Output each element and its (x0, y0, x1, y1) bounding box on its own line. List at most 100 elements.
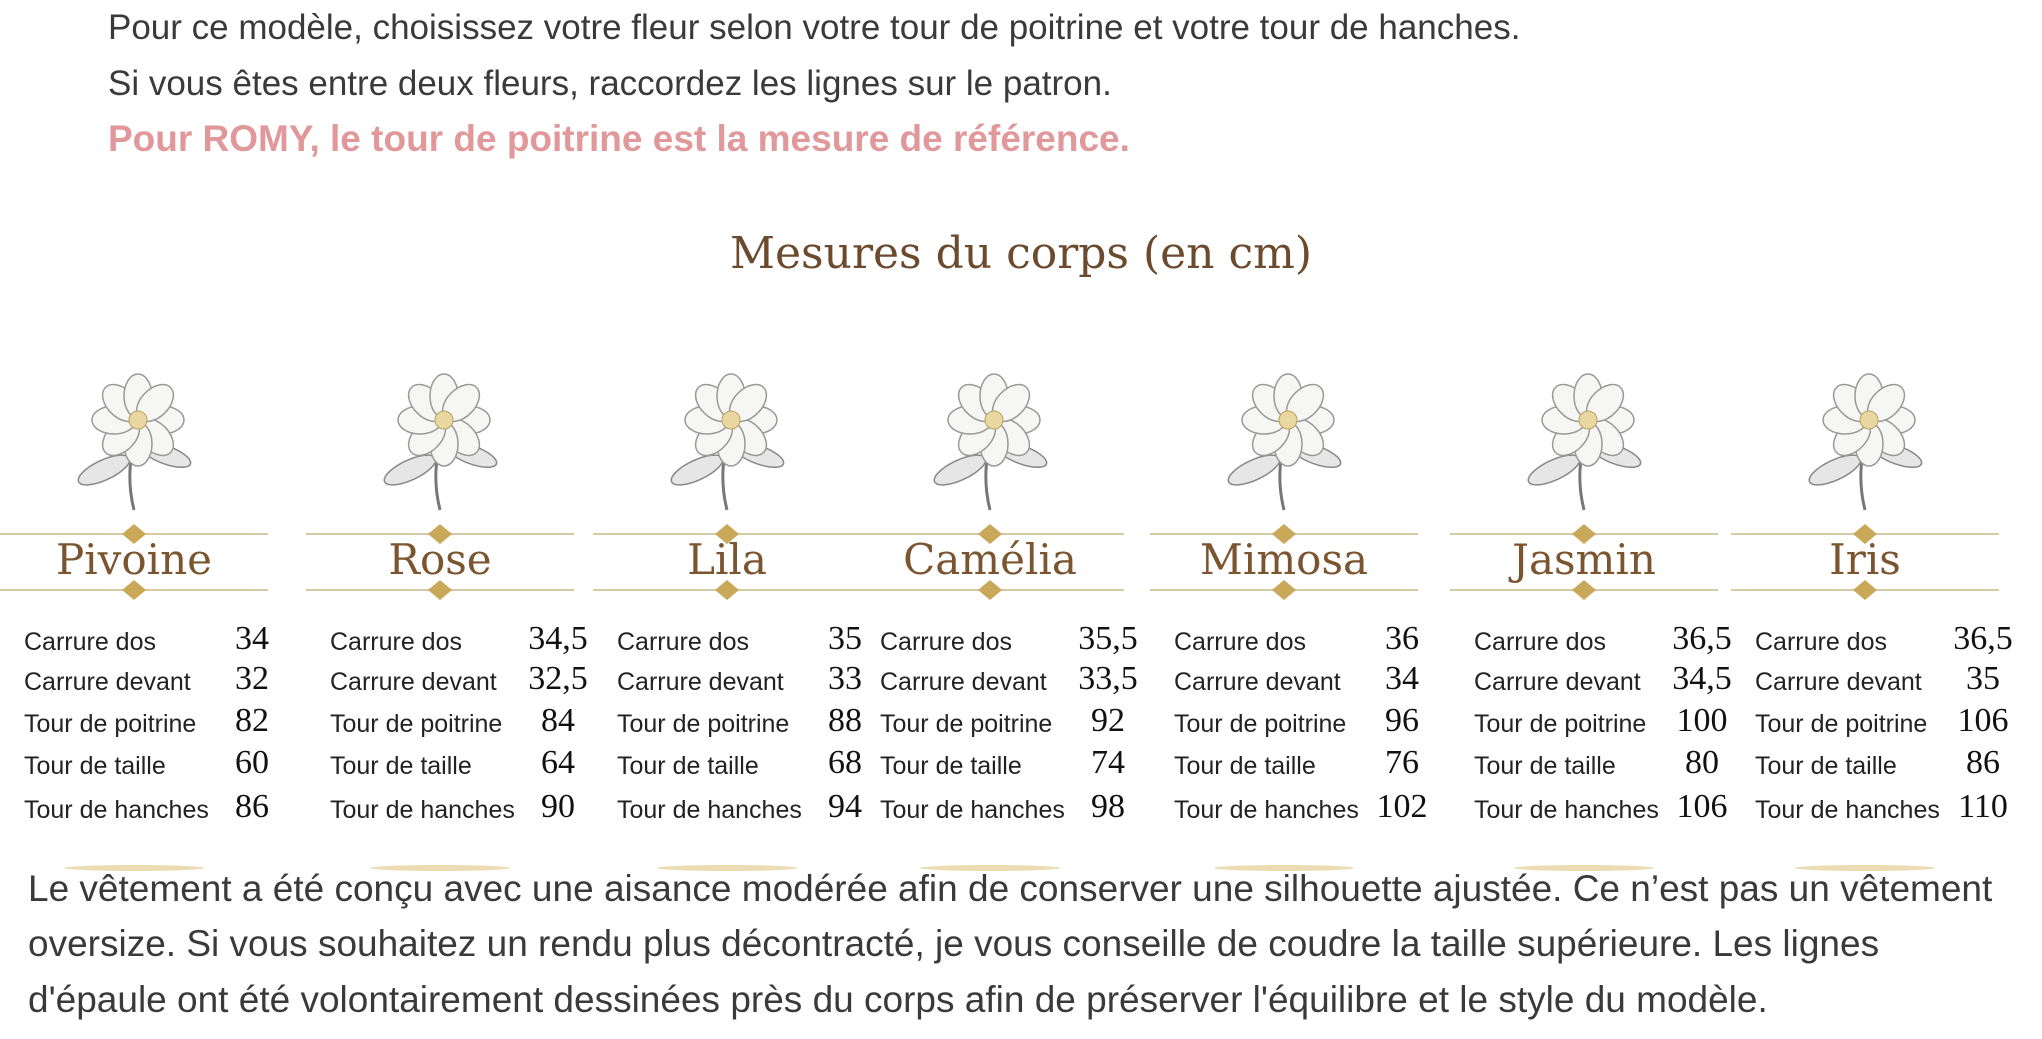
measure-value: 34,5 (528, 620, 588, 657)
measure-label: Tour de poitrine (1755, 710, 1928, 738)
measure-label: Carrure devant (330, 668, 497, 696)
band-ornament (122, 580, 146, 600)
measure-value: 33,5 (1078, 660, 1138, 697)
band-ornament (428, 580, 452, 600)
measure-label: Tour de hanches (1174, 796, 1359, 824)
footer-line: d'épaule ont été volontairement dessinée… (28, 979, 1768, 1020)
measure-label: Tour de hanches (24, 796, 209, 824)
measure-value: 98 (1091, 788, 1125, 825)
measure-value: 96 (1385, 702, 1419, 739)
band-ornament (1272, 524, 1296, 544)
footer-line: Le vêtement a été conçu avec une aisance… (28, 868, 1993, 909)
measure-value: 100 (1676, 702, 1728, 739)
measure-label: Tour de taille (1174, 752, 1316, 780)
measure-label: Tour de poitrine (1174, 710, 1347, 738)
measure-label: Tour de taille (330, 752, 472, 780)
measure-value: 35 (828, 620, 862, 657)
measure-value: 88 (828, 702, 862, 739)
flower-leaf (1527, 454, 1581, 486)
band-ornament (1272, 580, 1296, 600)
measure-label: Tour de taille (1755, 752, 1897, 780)
flower-leaf (1227, 454, 1281, 486)
measure-value: 36 (1385, 620, 1419, 657)
measure-value: 80 (1685, 744, 1719, 781)
flower-name: Lila (687, 535, 767, 584)
measure-value: 106 (1957, 702, 2009, 739)
measure-value: 36,5 (1672, 620, 1732, 657)
intro-emphasis: Pour ROMY, le tour de poitrine est la me… (108, 118, 1130, 159)
flower-name: Jasmin (1512, 535, 1656, 584)
measure-label: Tour de hanches (880, 796, 1065, 824)
flower-leaf (1808, 454, 1862, 486)
measure-label: Tour de hanches (1755, 796, 1940, 824)
measure-label: Carrure dos (330, 628, 462, 656)
measure-value: 68 (828, 744, 862, 781)
flower-heart (984, 410, 1004, 430)
measure-value: 82 (235, 702, 269, 739)
footer-line: oversize. Si vous souhaitez un rendu plu… (28, 923, 1880, 964)
measure-value: 64 (541, 744, 575, 781)
measure-value: 34 (1385, 660, 1419, 697)
measure-value: 92 (1091, 702, 1125, 739)
measure-label: Tour de poitrine (24, 710, 197, 738)
intro-line: Si vous êtes entre deux fleurs, raccorde… (108, 64, 1112, 103)
measure-label: Carrure dos (880, 628, 1012, 656)
measure-value: 74 (1091, 744, 1125, 781)
flower-heart (1278, 410, 1298, 430)
measure-label: Carrure dos (617, 628, 749, 656)
gold-smudge (370, 865, 510, 871)
measure-value: 35,5 (1078, 620, 1138, 657)
flower-name: Iris (1829, 535, 1901, 584)
measure-label: Tour de taille (880, 752, 1022, 780)
band-ornament (1572, 580, 1596, 600)
measure-label: Tour de hanches (330, 796, 515, 824)
table-title: Mesures du corps (en cm) (729, 228, 1313, 279)
measure-value: 34,5 (1672, 660, 1732, 697)
measure-label: Carrure dos (1174, 628, 1306, 656)
gold-smudge (1795, 865, 1935, 871)
measure-value: 106 (1676, 788, 1728, 825)
flower-heart (721, 410, 741, 430)
measure-value: 60 (235, 744, 269, 781)
flower-leaf (77, 454, 131, 486)
measure-value: 76 (1385, 744, 1419, 781)
measure-label: Tour de poitrine (617, 710, 790, 738)
flower-name: Rose (388, 535, 492, 584)
measure-label: Carrure devant (1755, 668, 1922, 696)
measure-label: Carrure devant (1474, 668, 1641, 696)
measure-label: Tour de poitrine (1474, 710, 1647, 738)
flower-leaf (670, 454, 724, 486)
measure-value: 110 (1958, 788, 2008, 825)
flower-name: Camélia (903, 535, 1077, 584)
measure-label: Carrure dos (1474, 628, 1606, 656)
band-ornament (978, 524, 1002, 544)
band-ornament (428, 524, 452, 544)
measure-value: 33 (828, 660, 862, 697)
flower-name: Mimosa (1199, 535, 1369, 584)
measure-label: Carrure devant (880, 668, 1047, 696)
gold-smudge (920, 865, 1060, 871)
flower-name: Pivoine (55, 535, 213, 584)
band-ornament (978, 580, 1002, 600)
measure-value: 102 (1376, 788, 1428, 825)
flower-leaf (383, 454, 437, 486)
flower-leaf (933, 454, 987, 486)
flower-heart (128, 410, 148, 430)
measure-label: Tour de hanches (1474, 796, 1659, 824)
measure-value: 86 (235, 788, 269, 825)
flower-heart (1578, 410, 1598, 430)
intro-line: Pour ce modèle, choisissez votre fleur s… (108, 8, 1521, 47)
measure-value: 34 (235, 620, 269, 657)
measure-label: Tour de taille (24, 752, 166, 780)
band-ornament (122, 524, 146, 544)
gold-smudge (64, 865, 204, 871)
band-ornament (1572, 524, 1596, 544)
flower-heart (434, 410, 454, 430)
measure-label: Tour de poitrine (880, 710, 1053, 738)
gold-smudge (657, 865, 797, 871)
band-ornament (1853, 580, 1877, 600)
measure-label: Tour de hanches (617, 796, 802, 824)
measure-label: Tour de poitrine (330, 710, 503, 738)
measure-label: Tour de taille (617, 752, 759, 780)
